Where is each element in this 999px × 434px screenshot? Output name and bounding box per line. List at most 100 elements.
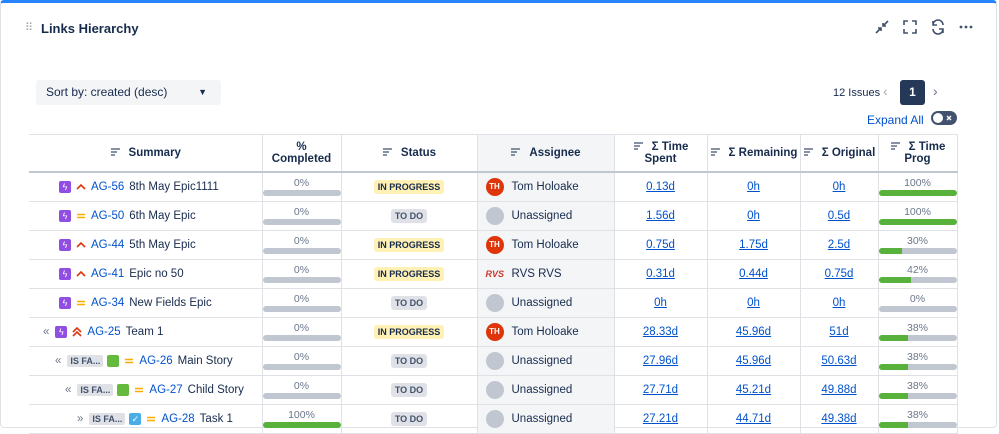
column-header[interactable]: Assignee <box>477 134 615 173</box>
remaining-link[interactable]: 45.21d <box>735 384 772 396</box>
issue-key[interactable]: AG-28 <box>161 413 195 426</box>
drag-handle[interactable]: ⠿ <box>25 22 34 34</box>
remaining-link[interactable]: 0h <box>747 181 760 193</box>
progress-fill <box>878 190 956 196</box>
sort-dropdown[interactable]: Sort by: created (desc) ▼ <box>36 80 221 105</box>
spent-link[interactable]: 0.31d <box>646 268 675 280</box>
spent-link[interactable]: 0h <box>654 297 667 309</box>
progress-fill <box>878 393 909 399</box>
original-link[interactable]: 2.5d <box>827 239 851 251</box>
spent-link[interactable]: 1.56d <box>646 210 675 222</box>
time-progress-cell: 30% <box>878 230 958 260</box>
issue-key[interactable]: AG-27 <box>149 384 183 397</box>
issue-key[interactable]: AG-56 <box>91 181 125 194</box>
issue-key[interactable]: AG-50 <box>91 210 125 223</box>
original-link[interactable]: 51d <box>829 326 849 338</box>
column-header[interactable]: Status <box>341 134 478 173</box>
spent-cell: 27.71d <box>614 375 708 405</box>
original-cell: 0.5d <box>800 201 879 231</box>
assignee-name: Tom Holoake <box>511 326 579 339</box>
summary-cell: ϟ AG-56 8th May Epic1111 <box>29 172 263 202</box>
spent-link[interactable]: 0.75d <box>646 239 675 251</box>
completed-cell: 0% <box>262 172 342 202</box>
issue-summary: 5th May Epic <box>129 239 196 252</box>
issue-key[interactable]: AG-41 <box>91 268 125 281</box>
collapse-icon[interactable] <box>874 19 890 35</box>
issue-count: 12 Issues <box>833 87 881 99</box>
original-link[interactable]: 0h <box>832 297 846 309</box>
hierarchy-marker[interactable]: « <box>55 355 62 368</box>
column-header[interactable]: Σ Remaining <box>707 134 801 173</box>
assignee-cell: Unassigned <box>477 375 615 405</box>
column-label: Σ Remaining <box>728 147 798 159</box>
remaining-cell: 45.21d <box>707 375 801 405</box>
issue-key[interactable]: AG-34 <box>91 297 125 310</box>
spent-link[interactable]: 28.33d <box>642 326 679 338</box>
issue-row: ϟ AG-41 Epic no 50 0% IN PROGRESS RVS RVS RVS 0… <box>29 259 958 289</box>
remaining-link[interactable]: 44.71d <box>735 413 772 425</box>
hierarchy-marker[interactable]: « <box>43 326 50 339</box>
progress-label: 100% <box>904 206 931 218</box>
original-link[interactable]: 50.63d <box>821 355 857 367</box>
original-cell: 0h <box>800 172 879 202</box>
progress-label: 38% <box>906 351 928 363</box>
status-lozenge: TO DO <box>390 383 428 397</box>
assignee-cell: Unassigned <box>477 288 615 318</box>
remaining-link[interactable]: 0.44d <box>739 268 768 280</box>
remaining-link[interactable]: 0h <box>747 297 760 309</box>
page-button[interactable]: 1 <box>900 80 925 105</box>
column-header[interactable]: Summary <box>29 134 263 173</box>
status-cell: IN PROGRESS <box>341 317 478 347</box>
refresh-icon[interactable] <box>930 19 946 35</box>
summary-cell: ϟ AG-44 5th May Epic <box>29 230 263 260</box>
fullscreen-icon[interactable] <box>902 19 918 35</box>
column-header[interactable]: Σ Time Spent <box>614 134 708 173</box>
avatar: TH <box>485 323 504 341</box>
remaining-link[interactable]: 45.96d <box>735 326 772 338</box>
column-label: % <box>296 141 307 153</box>
spent-link[interactable]: 27.96d <box>642 355 679 367</box>
next-page[interactable]: › <box>933 83 938 99</box>
remaining-cell: 0.44d <box>707 259 801 289</box>
original-link[interactable]: 0h <box>832 181 846 193</box>
hierarchy-marker[interactable]: » <box>77 413 84 426</box>
hierarchy-marker[interactable]: « <box>65 384 72 397</box>
expand-toggle[interactable] <box>931 111 957 125</box>
issue-key[interactable]: AG-44 <box>91 239 125 252</box>
original-cell: 49.88d <box>800 375 879 405</box>
status-cell: TO DO <box>341 375 478 405</box>
original-link[interactable]: 0.75d <box>824 268 854 280</box>
issue-summary: 6th May Epic <box>129 210 196 223</box>
spent-link[interactable]: 0.13d <box>646 181 675 193</box>
spent-link[interactable]: 27.71d <box>642 384 679 396</box>
prev-page[interactable]: ‹ <box>883 83 888 99</box>
remaining-link[interactable]: 1.75d <box>739 239 768 251</box>
expand-all[interactable]: Expand All <box>867 113 924 127</box>
issue-key[interactable]: AG-26 <box>139 355 173 368</box>
remaining-cell: 0h <box>707 201 801 231</box>
issue-key[interactable]: AG-25 <box>87 326 121 339</box>
assignee-cell: TH Tom Holoake <box>477 172 615 202</box>
assignee-cell: Unassigned <box>477 404 615 434</box>
column-header[interactable]: Σ Time Prog <box>878 134 958 173</box>
status-cell: TO DO <box>341 288 478 318</box>
original-link[interactable]: 0.5d <box>827 210 851 222</box>
spent-link[interactable]: 27.21d <box>642 413 679 425</box>
column-header[interactable]: Σ Original <box>800 134 879 173</box>
column-label: Status <box>400 147 437 159</box>
remaining-link[interactable]: 0h <box>747 210 760 222</box>
progress-track <box>262 306 340 312</box>
issue-summary: 8th May Epic1111 <box>129 181 219 194</box>
more-icon[interactable] <box>958 19 974 35</box>
issue-row: « IS FA... AG-27 Child Story 0% TO DO Unassign… <box>29 375 958 405</box>
column-header[interactable]: % Completed <box>262 134 342 173</box>
progress-fill <box>878 364 909 370</box>
issue-summary: New Fields Epic <box>129 297 212 310</box>
remaining-link[interactable]: 45.96d <box>735 355 772 367</box>
column-label: Σ Original <box>821 147 876 159</box>
original-link[interactable]: 49.38d <box>821 413 857 425</box>
original-link[interactable]: 49.88d <box>821 384 857 396</box>
assignee-name: Unassigned <box>511 297 573 310</box>
status-lozenge: IN PROGRESS <box>373 238 445 252</box>
widget-title: Links Hierarchy <box>41 21 139 36</box>
